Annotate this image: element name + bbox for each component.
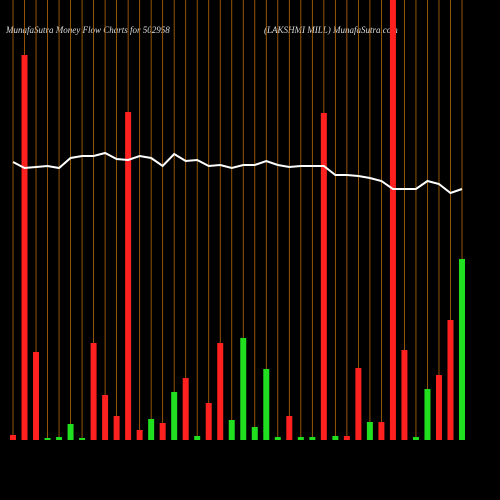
bar: [113, 416, 120, 440]
bar: [320, 113, 327, 440]
bar: [240, 338, 247, 440]
bar: [309, 437, 316, 440]
chart-title: MunafaSutra Money Flow Charts for 502958: [5, 25, 170, 35]
bar: [286, 416, 293, 440]
bar: [56, 437, 63, 440]
bar: [205, 403, 212, 440]
bar: [21, 55, 28, 440]
bar: [125, 112, 132, 440]
bar: [251, 427, 258, 440]
bar: [102, 395, 109, 440]
bar: [171, 392, 178, 440]
bar: [148, 419, 155, 440]
bar: [459, 259, 465, 440]
bar: [389, 0, 396, 440]
bar: [44, 438, 51, 440]
bar: [136, 430, 143, 440]
bar: [297, 437, 304, 440]
bar: [343, 436, 350, 440]
bar: [274, 437, 281, 440]
bar: [67, 424, 74, 440]
bar: [366, 422, 373, 440]
bar: [10, 435, 16, 440]
bar: [159, 423, 166, 440]
bar: [412, 437, 419, 440]
bar: [217, 343, 224, 440]
bar: [355, 368, 362, 440]
bar: [263, 369, 270, 440]
bar: [447, 320, 454, 440]
chart-subtitle: (LAKSHMI MILL) MunafaSutra.com: [264, 25, 398, 35]
bar: [33, 352, 40, 440]
bar: [435, 375, 442, 440]
bar: [424, 389, 431, 440]
bar: [194, 436, 201, 440]
bar: [90, 343, 97, 440]
bar: [182, 378, 189, 440]
line: [12, 151, 463, 195]
bar: [79, 438, 86, 440]
bar: [401, 350, 408, 440]
bar: [332, 436, 339, 440]
bar: [228, 420, 235, 440]
bar: [378, 422, 385, 440]
